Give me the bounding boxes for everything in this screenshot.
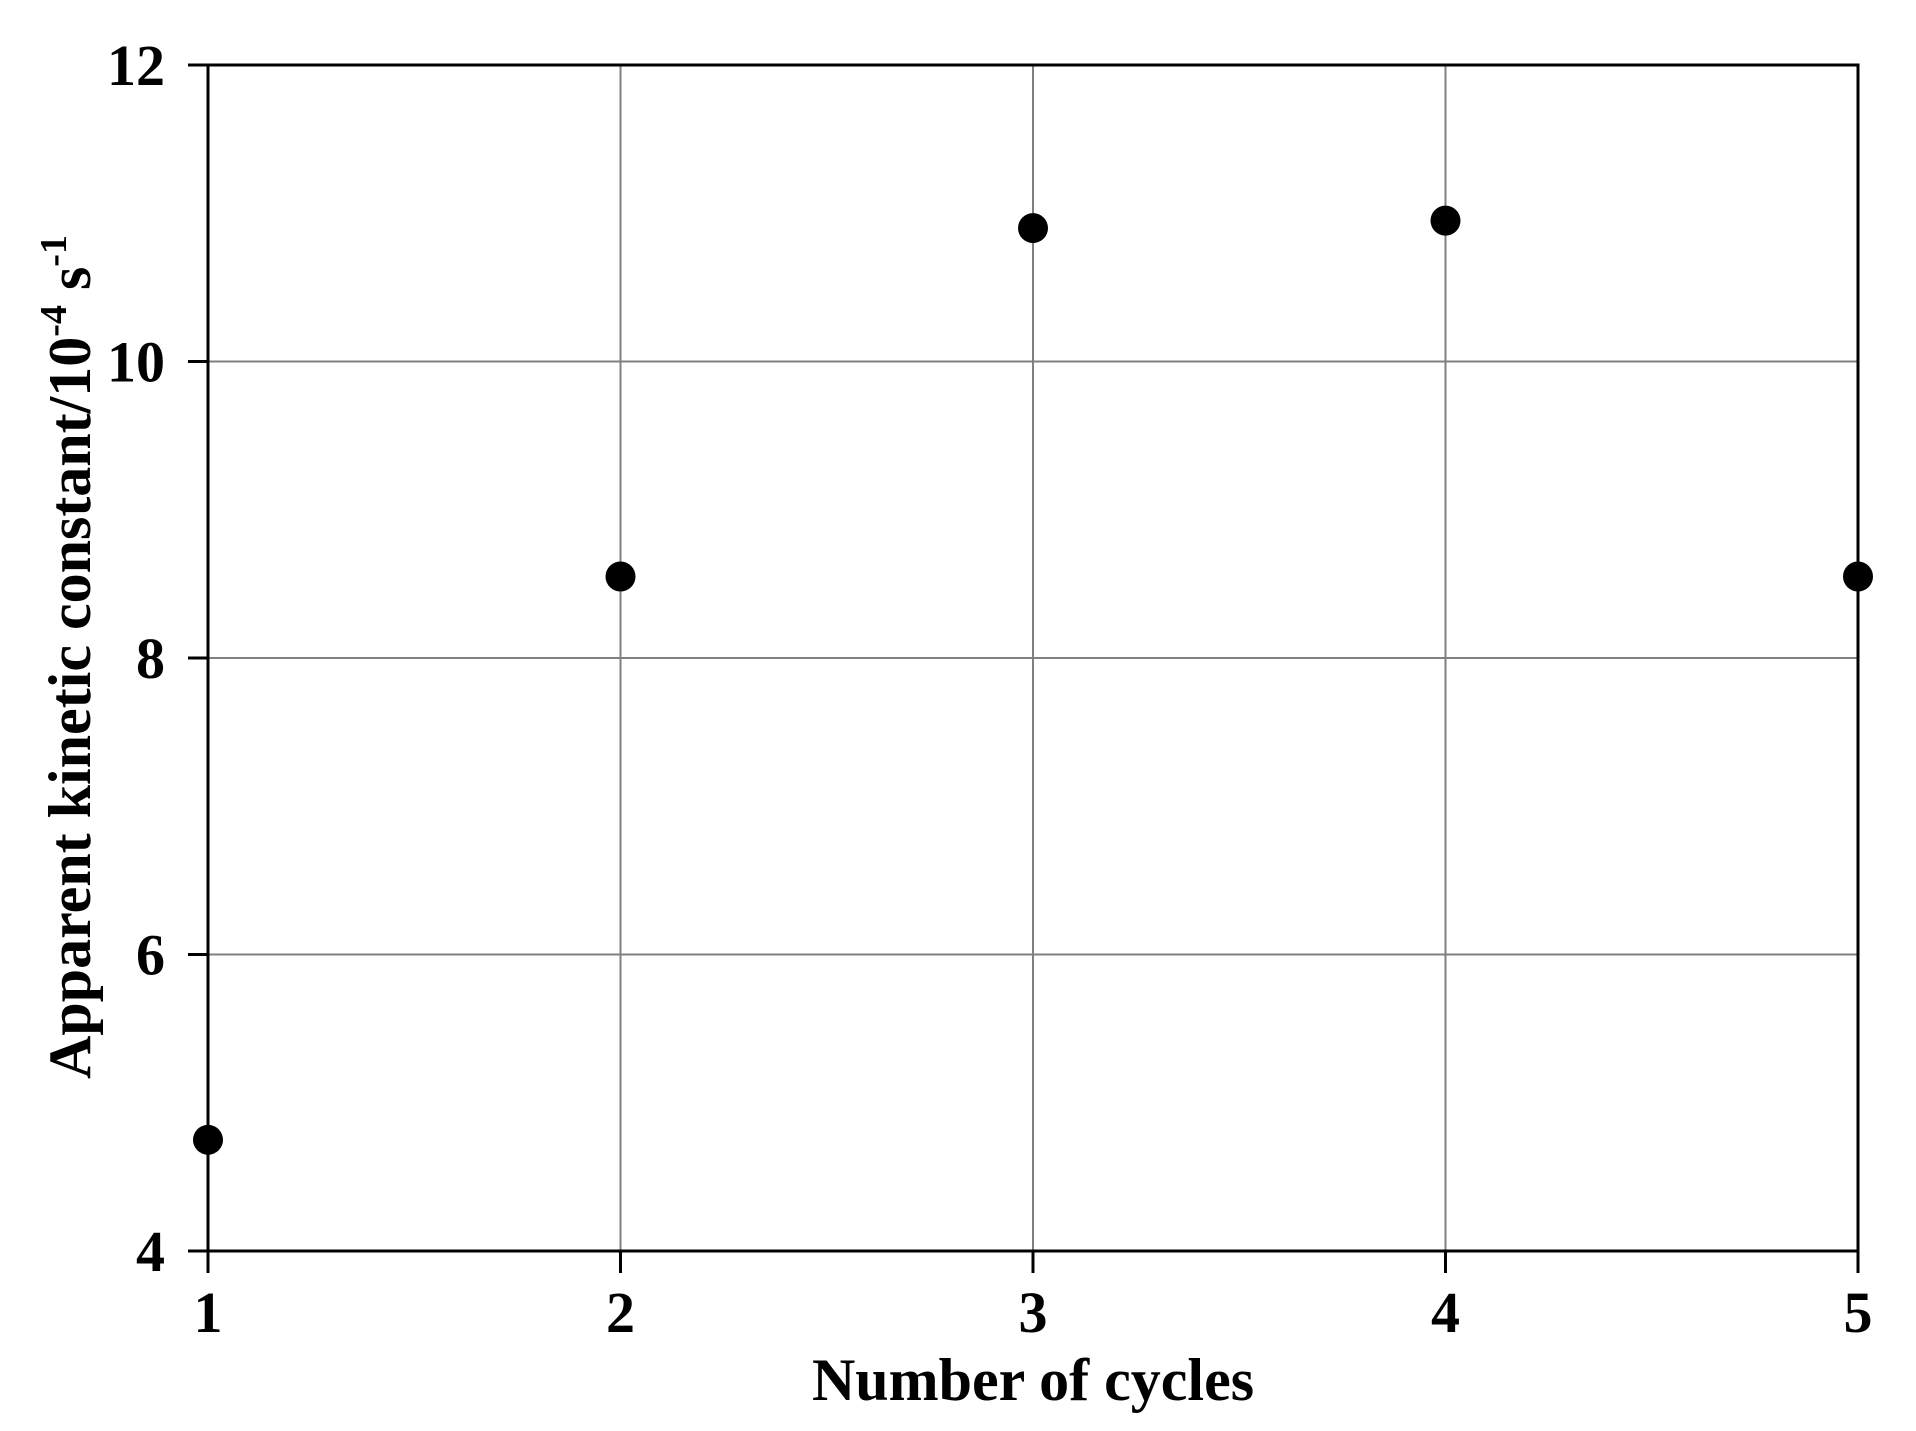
y-axis-title-text: s: [37, 267, 103, 305]
y-tick-label: 8: [136, 626, 165, 691]
x-axis-title: Number of cycles: [812, 1347, 1254, 1413]
data-point: [1430, 205, 1461, 236]
data-point: [605, 561, 636, 592]
y-axis-title-superscript: -1: [33, 235, 75, 267]
tick-marks: [188, 63, 1860, 1273]
data-point: [1843, 561, 1873, 592]
y-tick-label: 12: [107, 33, 165, 98]
y-axis-title-superscript: -4: [33, 305, 75, 337]
data-points: [193, 205, 1873, 1155]
gridlines: [208, 65, 1858, 1251]
y-axis-title: Apparent kinetic constant/10-4 s-1: [33, 235, 103, 1079]
y-tick-label: 10: [107, 330, 165, 395]
y-tick-label: 4: [136, 1219, 165, 1284]
y-tick-label: 6: [136, 923, 165, 988]
x-tick-label: 4: [1431, 1280, 1460, 1345]
data-point: [1018, 213, 1048, 244]
data-point: [193, 1124, 223, 1155]
x-tick-label: 5: [1844, 1280, 1873, 1345]
x-tick-label: 3: [1019, 1280, 1048, 1345]
x-tick-label: 2: [606, 1280, 635, 1345]
y-axis-title-text: Apparent kinetic constant/10: [37, 337, 103, 1079]
x-tick-label: 1: [194, 1280, 223, 1345]
